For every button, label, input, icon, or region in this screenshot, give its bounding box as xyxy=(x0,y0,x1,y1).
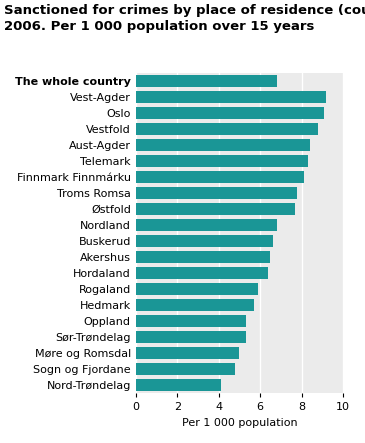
Bar xyxy=(136,187,297,199)
Bar xyxy=(136,219,277,231)
Bar xyxy=(136,331,246,343)
Bar xyxy=(136,235,273,247)
Bar xyxy=(136,74,277,87)
Bar xyxy=(136,251,270,263)
Bar xyxy=(136,123,318,135)
Bar xyxy=(136,283,258,295)
Bar xyxy=(136,379,221,392)
X-axis label: Per 1 000 population: Per 1 000 population xyxy=(181,418,297,428)
Bar xyxy=(136,171,304,183)
Text: Sanctioned for crimes by place of residence (county).
2006. Per 1 000 population: Sanctioned for crimes by place of reside… xyxy=(4,4,365,33)
Bar xyxy=(136,299,254,311)
Bar xyxy=(136,91,326,103)
Bar xyxy=(136,155,308,167)
Bar xyxy=(136,203,295,215)
Bar xyxy=(136,363,235,375)
Bar xyxy=(136,139,310,151)
Bar xyxy=(136,107,324,119)
Bar xyxy=(136,347,239,359)
Bar xyxy=(136,315,246,327)
Bar xyxy=(136,267,268,279)
